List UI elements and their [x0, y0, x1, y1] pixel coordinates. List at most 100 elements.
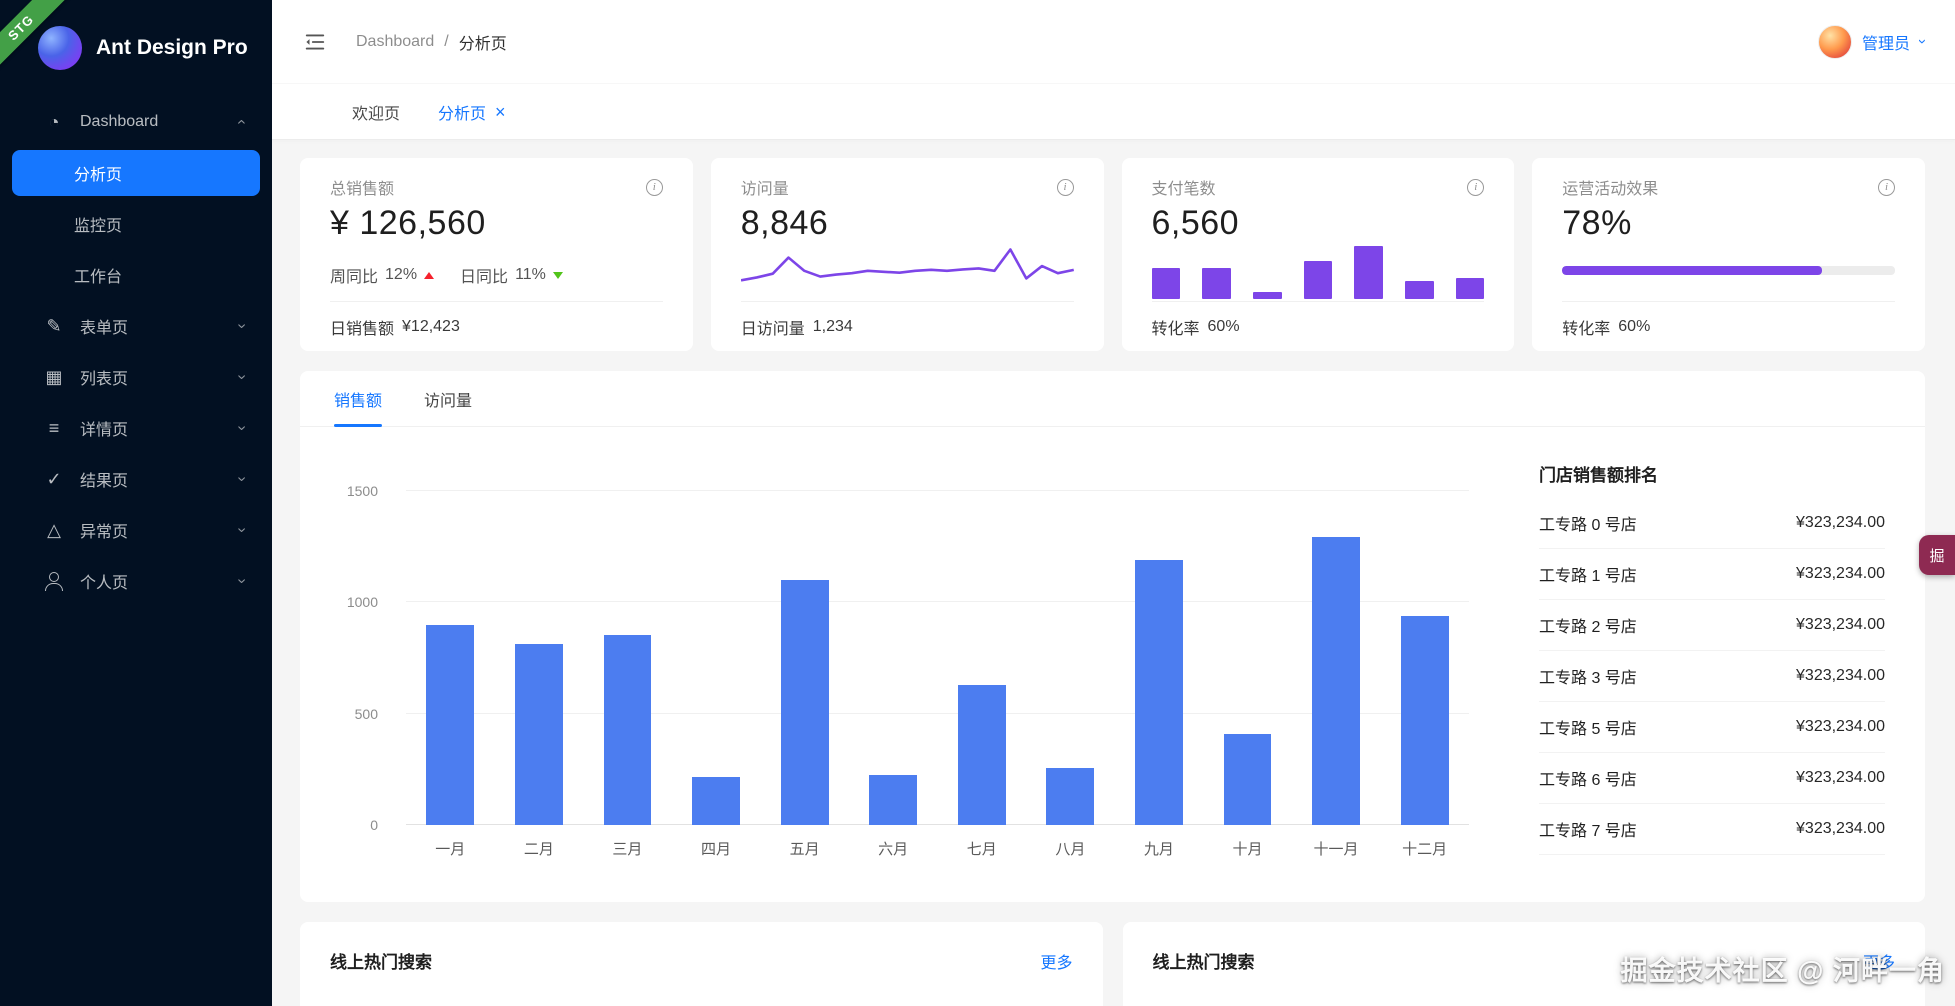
minibar — [1303, 260, 1333, 299]
chevron-down-icon — [239, 318, 244, 334]
sidebar-item-label: 表单页 — [80, 320, 129, 337]
sidebar-item-workplace[interactable]: 工作台 — [12, 252, 260, 298]
sidebar-item-dashboard[interactable]: Dashboard — [12, 99, 260, 145]
more-link[interactable]: 更多 — [1040, 954, 1073, 972]
store-sales-value: ¥323,234.00 — [1796, 667, 1885, 684]
footer-value: ¥12,423 — [402, 317, 460, 335]
chevron-up-icon — [239, 114, 244, 130]
total-sales-value: ¥ 126,560 — [330, 204, 486, 242]
tab-visits[interactable]: 访问量 — [424, 371, 472, 426]
gridline — [406, 490, 1469, 491]
daily-trend: 日同比 11% — [460, 263, 563, 287]
minibar — [1455, 277, 1485, 299]
sidebar-item-label: 工作台 — [74, 269, 123, 286]
ranking-list: 工专路 0 号店 ¥323,234.00 工专路 1 号店 ¥323,234.00 工专… — [1539, 498, 1885, 855]
store-sales-value: ¥323,234.00 — [1796, 769, 1885, 786]
bar-column: 十二月 — [1380, 491, 1469, 858]
floating-widget[interactable]: 掘 — [1919, 535, 1955, 575]
hot-search-card-right: 线上热门搜索 更多 — [1122, 922, 1925, 1006]
card-footer: 日销售额 ¥12,423 — [330, 301, 663, 351]
chart-yticks: 0 500 1000 1500 — [336, 483, 394, 833]
minibar — [1151, 268, 1181, 299]
ranking-row: 工专路 6 号店 ¥323,234.00 — [1539, 753, 1885, 804]
info-icon[interactable] — [1878, 178, 1895, 196]
tab-analysis[interactable]: 分析页 — [438, 100, 506, 124]
y-axis-tick: 0 — [370, 817, 378, 833]
x-axis-label: 二月 — [523, 841, 554, 858]
store-sales-value: ¥323,234.00 — [1796, 514, 1885, 531]
chart-bars: 一月 二月 三月 四月 五月 六月 七月 八月 九月 十月 十一月 十二月 — [406, 491, 1469, 858]
minibar — [1404, 280, 1434, 299]
more-link[interactable]: 更多 — [1862, 954, 1895, 972]
caret-up-icon — [424, 271, 435, 279]
store-name: 工专路 6 号店 — [1539, 772, 1637, 789]
close-icon[interactable] — [495, 103, 506, 121]
weekly-trend: 周同比 12% — [330, 263, 435, 287]
total-sales-card: 总销售额 ¥ 126,560 周同比 12% 日同比 11% — [300, 158, 693, 351]
chevron-down-icon — [239, 471, 244, 487]
card-title: 线上热门搜索 — [1152, 953, 1255, 972]
progress-track — [1562, 266, 1895, 275]
sidebar-item-label: 个人页 — [80, 575, 129, 592]
card-footer: 转化率 60% — [1562, 301, 1895, 351]
trend-row: 周同比 12% 日同比 11% — [330, 263, 663, 287]
chevron-down-icon — [239, 420, 244, 436]
trend-label: 周同比 — [330, 269, 379, 286]
sidebar-item-detail[interactable]: 详情页 — [12, 405, 260, 451]
x-axis-label: 四月 — [701, 841, 732, 858]
sidebar: STG Ant Design Pro Dashboard 分析页 监控页 工作台… — [0, 0, 272, 1006]
card-title: 运营活动效果 — [1562, 181, 1659, 198]
store-sales-value: ¥323,234.00 — [1796, 820, 1885, 837]
card-footer: 转化率 60% — [1151, 301, 1485, 351]
dashboard-icon — [42, 111, 66, 133]
sidebar-item-analysis[interactable]: 分析页 — [12, 150, 260, 196]
bar — [426, 624, 475, 825]
activity-effect-value: 78% — [1562, 204, 1632, 242]
footer-label: 日销售额 — [330, 320, 395, 338]
ranking-row: 工专路 0 号店 ¥323,234.00 — [1539, 498, 1885, 549]
bar — [514, 643, 563, 825]
info-icon[interactable] — [1056, 178, 1074, 196]
ranking-row: 工专路 2 号店 ¥323,234.00 — [1539, 600, 1885, 651]
bottom-card-row: 线上热门搜索 更多 线上热门搜索 更多 — [300, 922, 1925, 1006]
store-sales-value: ¥323,234.00 — [1796, 565, 1885, 582]
sidebar-item-account[interactable]: 个人页 — [12, 558, 260, 604]
payments-value: 6,560 — [1151, 204, 1240, 242]
info-icon[interactable] — [645, 178, 663, 196]
sidebar-item-label: 详情页 — [80, 422, 129, 439]
x-axis-label: 三月 — [612, 841, 643, 858]
x-axis-label: 七月 — [966, 841, 997, 858]
sidebar-item-list[interactable]: 列表页 — [12, 354, 260, 400]
store-name: 工专路 3 号店 — [1539, 670, 1637, 687]
visits-sparkline — [741, 243, 1074, 297]
breadcrumb-dashboard[interactable]: Dashboard — [356, 32, 435, 50]
store-sales-value: ¥323,234.00 — [1796, 616, 1885, 633]
menu-fold-icon[interactable] — [302, 29, 328, 55]
footer-value: 60% — [1207, 317, 1240, 335]
tab-sales[interactable]: 销售额 — [334, 371, 383, 427]
bar-column: 五月 — [760, 491, 849, 858]
bar — [692, 777, 740, 825]
sidebar-item-result[interactable]: 结果页 — [12, 456, 260, 502]
sidebar-item-monitor[interactable]: 监控页 — [12, 201, 260, 247]
breadcrumb-current: 分析页 — [458, 35, 507, 53]
gridline — [406, 712, 1469, 714]
bar — [1135, 560, 1183, 825]
sidebar-item-form[interactable]: 表单页 — [12, 303, 260, 349]
tab-welcome[interactable]: 欢迎页 — [352, 100, 400, 124]
footer-label: 日访问量 — [740, 320, 805, 338]
avatar — [1817, 24, 1852, 59]
store-name: 工专路 1 号店 — [1539, 568, 1637, 585]
tab-label: 访问量 — [424, 392, 473, 410]
info-icon[interactable] — [1467, 178, 1485, 196]
sidebar-item-label: 分析页 — [74, 167, 123, 184]
user-dropdown[interactable]: 管理员 — [1817, 24, 1925, 59]
x-axis-label: 六月 — [878, 841, 909, 858]
logo[interactable]: Ant Design Pro — [0, 0, 272, 88]
sidebar-item-label: Dashboard — [80, 113, 159, 130]
store-ranking: 门店销售额排名 工专路 0 号店 ¥323,234.00 工专路 1 号店 ¥323,… — [1493, 453, 1885, 879]
breadcrumb-separator: / — [444, 32, 449, 50]
sidebar-item-exception[interactable]: 异常页 — [12, 507, 260, 553]
caret-down-icon — [552, 271, 563, 279]
chevron-down-icon — [1920, 33, 1925, 50]
